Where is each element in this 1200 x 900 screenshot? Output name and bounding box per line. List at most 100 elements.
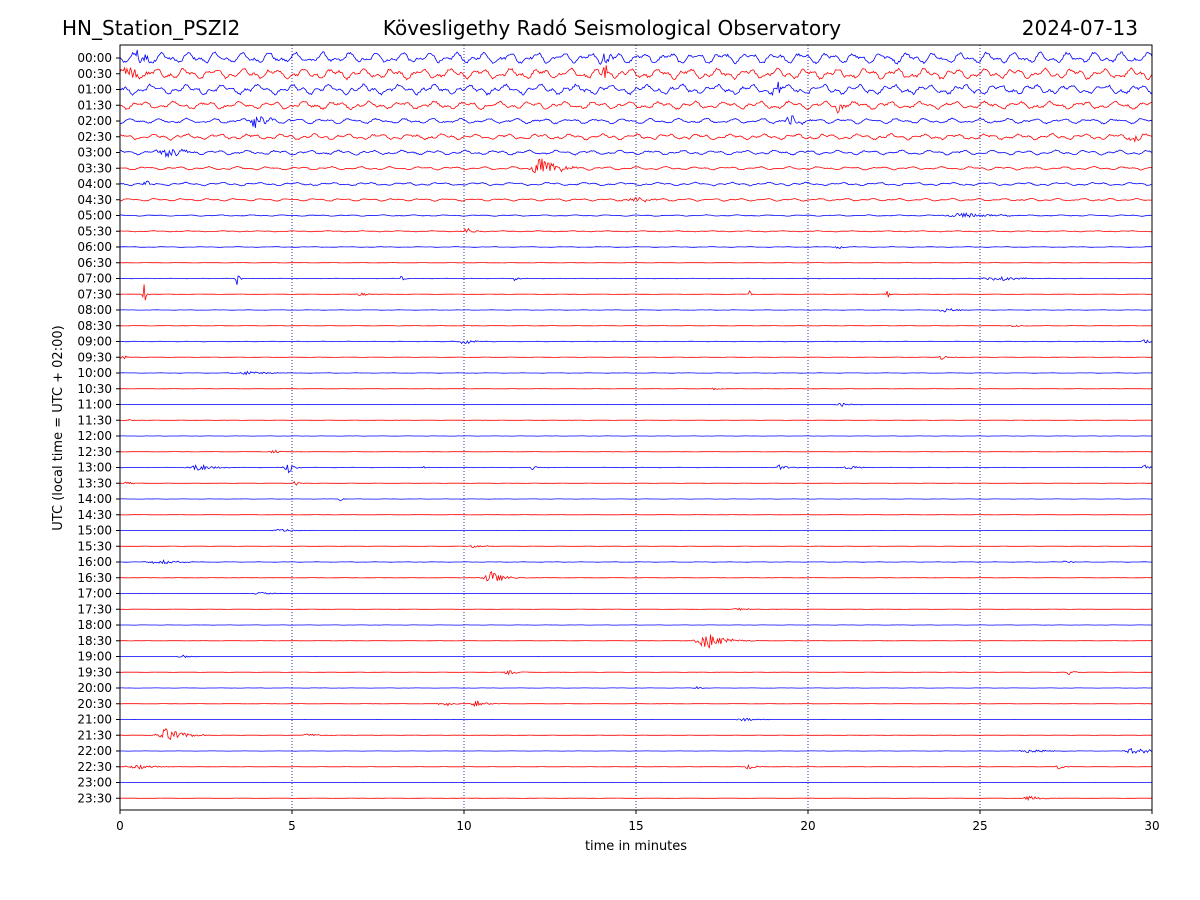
y-tick-label: 19:30 — [77, 665, 112, 679]
y-tick-label: 04:00 — [77, 177, 112, 191]
y-tick-label: 04:30 — [77, 193, 112, 207]
y-tick-label: 17:30 — [77, 602, 112, 616]
trace-0100 — [119, 81, 1153, 97]
trace-1030 — [119, 387, 1152, 391]
y-tick-label: 13:30 — [77, 476, 112, 490]
trace-0030 — [119, 65, 1153, 81]
trace-0330 — [119, 158, 1153, 174]
trace-1600 — [120, 559, 1153, 565]
y-tick-label: 17:00 — [77, 587, 112, 601]
trace-0530 — [119, 227, 1153, 233]
y-tick-label: 00:00 — [77, 51, 112, 65]
y-tick-label: 18:30 — [77, 634, 112, 648]
y-tick-label: 19:00 — [77, 650, 112, 664]
y-tick-label: 09:00 — [77, 335, 112, 349]
y-tick-label: 18:00 — [77, 618, 112, 632]
x-tick-label: 10 — [456, 819, 471, 833]
trace-0830 — [120, 324, 1153, 328]
trace-2000 — [120, 685, 1152, 690]
trace-2130 — [120, 728, 1153, 741]
trace-0200 — [119, 115, 1153, 128]
date-title: 2024-07-13 — [1022, 16, 1138, 40]
y-tick-label: 00:30 — [77, 67, 112, 81]
y-tick-label: 11:00 — [77, 398, 112, 412]
trace-0300 — [119, 148, 1153, 158]
y-tick-label: 03:30 — [77, 161, 112, 175]
trace-0700 — [120, 275, 1152, 285]
y-tick-label: 21:00 — [77, 713, 112, 727]
trace-1100 — [120, 402, 1152, 407]
y-tick-label: 23:30 — [77, 791, 112, 805]
y-tick-label: 06:00 — [77, 240, 112, 254]
y-tick-label: 23:00 — [77, 776, 112, 790]
y-tick-label: 02:30 — [77, 130, 112, 144]
trace-0630 — [120, 262, 1152, 264]
trace-0900 — [119, 339, 1153, 345]
y-tick-label: 20:00 — [77, 681, 112, 695]
y-tick-label: 06:30 — [77, 256, 112, 270]
y-tick-label: 07:00 — [77, 272, 112, 286]
y-tick-label: 14:00 — [77, 492, 112, 506]
trace-1300 — [119, 463, 1153, 474]
y-tick-label: 01:00 — [77, 83, 112, 97]
trace-1900 — [119, 654, 1153, 659]
y-tick-label: 11:30 — [77, 413, 112, 427]
trace-1830 — [119, 634, 1153, 649]
x-tick-label: 15 — [628, 819, 643, 833]
y-tick-label: 21:30 — [77, 728, 112, 742]
trace-0600 — [119, 246, 1153, 249]
station-title: HN_Station_PSZI2 — [62, 16, 240, 40]
trace-0130 — [119, 100, 1152, 114]
trace-0730 — [120, 284, 1152, 301]
y-tick-label: 13:00 — [77, 461, 112, 475]
x-axis-label: time in minutes — [585, 839, 687, 854]
y-tick-label: 15:00 — [77, 524, 112, 538]
y-tick-label: 16:30 — [77, 571, 112, 585]
trace-1700 — [120, 591, 1152, 595]
trace-2330 — [120, 795, 1152, 801]
trace-1500 — [119, 528, 1153, 532]
trace-0400 — [120, 180, 1153, 187]
x-tick-label: 30 — [1144, 819, 1159, 833]
y-tick-label: 05:30 — [77, 224, 112, 238]
seismic-traces — [119, 49, 1153, 801]
trace-0930 — [119, 355, 1152, 360]
trace-0000 — [119, 49, 1153, 65]
y-tick-label: 08:00 — [77, 303, 112, 317]
trace-0430 — [119, 196, 1153, 203]
y-tick-label: 08:30 — [77, 319, 112, 333]
trace-1730 — [120, 607, 1152, 611]
y-tick-label: 07:30 — [77, 287, 112, 301]
y-tick-label: 14:30 — [77, 508, 112, 522]
y-tick-label: 05:00 — [77, 209, 112, 223]
y-tick-label: 03:00 — [77, 146, 112, 160]
trace-1930 — [119, 669, 1153, 676]
y-axis-label: UTC (local time = UTC + 02:00) — [51, 325, 66, 530]
y-tick-label: 12:30 — [77, 445, 112, 459]
x-tick-labels: 0 5 10 15 20 25 30 — [116, 810, 1160, 833]
x-tick-label: 0 — [116, 819, 124, 833]
y-tick-label: 10:00 — [77, 366, 112, 380]
trace-1130 — [119, 418, 1152, 422]
trace-2230 — [120, 763, 1152, 770]
y-tick-label: 22:30 — [77, 760, 112, 774]
trace-1400 — [120, 498, 1153, 502]
trace-0800 — [119, 308, 1152, 313]
y-tick-label: 01:30 — [77, 98, 112, 112]
trace-2100 — [119, 717, 1153, 722]
trace-1000 — [120, 370, 1152, 376]
plot-frame — [119, 44, 1153, 811]
x-tick-label: 5 — [288, 819, 296, 833]
x-tick-label: 20 — [800, 819, 815, 833]
y-tick-label: 02:00 — [77, 114, 112, 128]
y-tick-label: 22:00 — [77, 744, 112, 758]
trace-2030 — [120, 700, 1153, 708]
y-tick-label: 16:00 — [77, 555, 112, 569]
y-tick-label: 09:30 — [77, 350, 112, 364]
y-tick-label: 10:30 — [77, 382, 112, 396]
y-tick-label: 20:30 — [77, 697, 112, 711]
x-tick-label: 25 — [972, 819, 987, 833]
